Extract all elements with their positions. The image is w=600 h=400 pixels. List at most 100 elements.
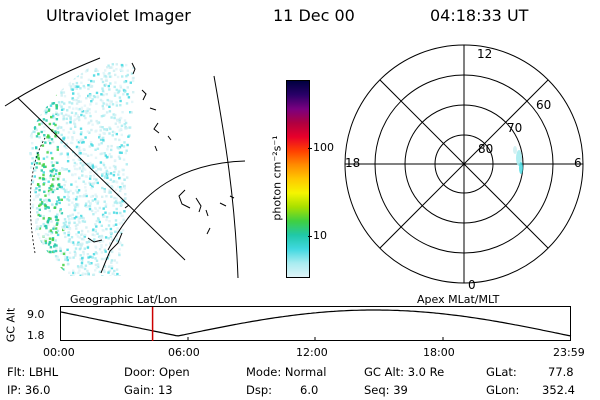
emission-pixel (116, 146, 119, 149)
emission-pixel (52, 122, 56, 125)
emission-pixel (104, 83, 107, 86)
emission-pixel (53, 188, 56, 192)
emission-pixel (126, 86, 129, 89)
emission-pixel (94, 211, 97, 214)
emission-pixel (81, 164, 84, 167)
emission-pixel (31, 72, 34, 76)
emission-pixel (115, 268, 119, 271)
emission-pixel (110, 148, 113, 152)
emission-pixel (77, 147, 80, 150)
emission-pixel (103, 152, 106, 155)
emission-pixel (28, 66, 31, 69)
emission-pixel (50, 259, 53, 263)
emission-pixel (59, 68, 63, 71)
emission-pixel (66, 277, 68, 279)
emission-pixel (95, 195, 98, 198)
emission-pixel (79, 100, 83, 103)
emission-pixel (112, 277, 114, 279)
emission-pixel (78, 242, 81, 246)
emission-pixel (47, 139, 51, 142)
emission-pixel (25, 67, 28, 70)
emission-pixel (73, 250, 77, 253)
emission-pixel (47, 218, 51, 221)
emission-pixel (80, 131, 83, 134)
emission-pixel (126, 176, 129, 179)
emission-pixel (104, 211, 107, 214)
emission-pixel (119, 211, 122, 215)
emission-pixel (74, 125, 77, 128)
emission-pixel (26, 85, 30, 88)
emission-pixel (62, 129, 65, 132)
emission-pixel (70, 240, 73, 244)
emission-pixel (54, 135, 57, 138)
emission-pixel (67, 217, 71, 221)
emission-pixel (83, 267, 87, 271)
emission-pixel (28, 119, 32, 122)
emission-pixel (32, 130, 35, 133)
emission-pixel (80, 108, 84, 111)
emission-pixel (67, 203, 71, 206)
emission-pixel (65, 256, 69, 259)
emission-pixel (96, 122, 99, 125)
emission-pixel (46, 233, 50, 237)
emission-pixel (84, 70, 88, 73)
emission-pixel (101, 195, 104, 198)
emission-pixel (72, 98, 75, 102)
emission-pixel (93, 165, 96, 168)
emission-pixel (113, 85, 116, 89)
emission-pixel (45, 200, 48, 203)
emission-pixel (77, 241, 80, 244)
emission-pixel (85, 194, 88, 198)
emission-pixel (56, 229, 60, 233)
emission-pixel (64, 220, 68, 224)
emission-pixel (80, 237, 84, 241)
emission-pixel (95, 178, 98, 181)
emission-pixel (49, 217, 52, 220)
emission-pixel (109, 66, 112, 69)
emission-pixel (70, 236, 74, 239)
emission-pixel (90, 79, 93, 83)
emission-pixel (79, 244, 83, 247)
emission-pixel (47, 274, 51, 276)
emission-pixel (103, 176, 107, 179)
emission-pixel (48, 264, 51, 268)
emission-pixel (45, 250, 49, 253)
emission-pixel (33, 160, 36, 164)
emission-pixel (102, 107, 105, 110)
emission-pixel (68, 222, 71, 225)
emission-pixel (40, 169, 43, 172)
emission-pixel (100, 224, 103, 227)
emission-pixel (104, 203, 108, 206)
emission-pixel (26, 93, 29, 97)
emission-pixel (107, 172, 110, 176)
emission-pixel (102, 163, 106, 167)
emission-pixel (114, 122, 117, 125)
emission-pixel (32, 70, 35, 74)
emission-pixel (86, 154, 90, 157)
emission-pixel (98, 220, 101, 224)
emission-pixel (70, 71, 73, 74)
emission-pixel (103, 270, 106, 273)
emission-pixel (34, 106, 38, 109)
emission-pixel (43, 125, 46, 129)
emission-pixel (49, 271, 52, 274)
emission-pixel (115, 68, 118, 71)
emission-pixel (83, 235, 86, 238)
emission-pixel (89, 183, 92, 186)
emission-pixel (47, 266, 51, 270)
emission-pixel (40, 260, 43, 263)
emission-pixel (94, 257, 97, 260)
emission-pixel (118, 129, 121, 132)
emission-pixel (38, 78, 41, 82)
emission-pixel (80, 72, 84, 76)
emission-pixel (68, 83, 71, 86)
emission-pixel (112, 69, 116, 72)
emission-pixel (52, 68, 55, 71)
emission-pixel (76, 191, 79, 194)
emission-pixel (86, 68, 89, 71)
emission-pixel (87, 200, 90, 203)
emission-pixel (43, 253, 46, 256)
emission-pixel (101, 126, 104, 129)
emission-pixel (108, 189, 111, 192)
emission-pixel (62, 107, 65, 111)
